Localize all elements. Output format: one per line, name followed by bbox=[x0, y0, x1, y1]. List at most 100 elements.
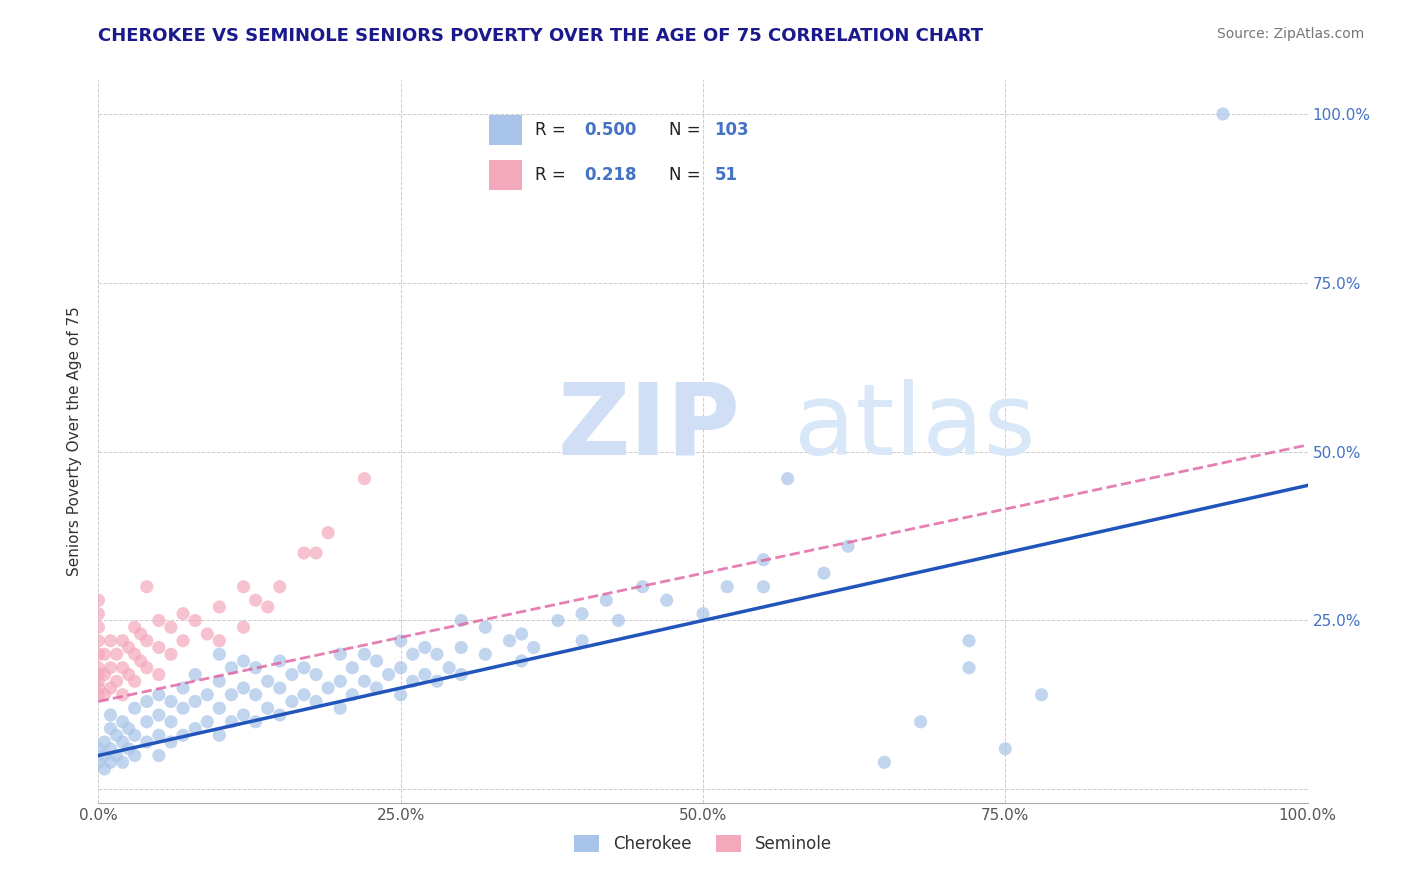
Point bbox=[172, 701, 194, 715]
Point bbox=[118, 741, 141, 756]
Point bbox=[100, 681, 122, 695]
Point bbox=[129, 627, 152, 641]
Point bbox=[87, 674, 110, 689]
Point bbox=[100, 756, 122, 770]
Point bbox=[873, 756, 896, 770]
Point bbox=[105, 674, 128, 689]
Point bbox=[353, 674, 375, 689]
Point bbox=[135, 735, 157, 749]
Point bbox=[124, 701, 146, 715]
Point bbox=[148, 640, 170, 655]
Point bbox=[135, 714, 157, 729]
Point bbox=[245, 714, 267, 729]
Point bbox=[510, 627, 533, 641]
Point bbox=[281, 667, 304, 681]
Point bbox=[93, 748, 115, 763]
Legend: Cherokee, Seminole: Cherokee, Seminole bbox=[568, 828, 838, 860]
Point bbox=[413, 640, 436, 655]
Point bbox=[208, 647, 231, 661]
Point bbox=[87, 688, 110, 702]
Point bbox=[426, 674, 449, 689]
Point bbox=[148, 614, 170, 628]
Point bbox=[93, 647, 115, 661]
Point bbox=[93, 688, 115, 702]
Point bbox=[172, 607, 194, 621]
Point bbox=[118, 640, 141, 655]
Point bbox=[329, 701, 352, 715]
Point bbox=[256, 599, 278, 614]
Y-axis label: Seniors Poverty Over the Age of 75: Seniors Poverty Over the Age of 75 bbox=[67, 307, 83, 576]
Point bbox=[184, 667, 207, 681]
Point bbox=[172, 633, 194, 648]
Point bbox=[148, 708, 170, 723]
Point bbox=[129, 654, 152, 668]
Point bbox=[329, 647, 352, 661]
Point bbox=[232, 580, 254, 594]
Point bbox=[281, 694, 304, 708]
Point bbox=[148, 667, 170, 681]
Point bbox=[474, 620, 496, 634]
Point bbox=[208, 701, 231, 715]
Point bbox=[402, 647, 425, 661]
Point bbox=[607, 614, 630, 628]
Point bbox=[269, 681, 291, 695]
Point bbox=[316, 681, 339, 695]
Point bbox=[342, 688, 364, 702]
Point bbox=[172, 728, 194, 742]
Point bbox=[221, 714, 243, 729]
Point bbox=[232, 708, 254, 723]
Point bbox=[118, 667, 141, 681]
Point bbox=[292, 661, 315, 675]
Point bbox=[111, 735, 134, 749]
Point bbox=[221, 688, 243, 702]
Point bbox=[172, 681, 194, 695]
Point bbox=[160, 694, 183, 708]
Point bbox=[87, 681, 110, 695]
Point bbox=[837, 539, 859, 553]
Point bbox=[195, 627, 218, 641]
Point bbox=[389, 661, 412, 675]
Point bbox=[269, 580, 291, 594]
Point bbox=[148, 728, 170, 742]
Point bbox=[232, 654, 254, 668]
Point bbox=[571, 607, 593, 621]
Point bbox=[111, 688, 134, 702]
Point bbox=[100, 661, 122, 675]
Point bbox=[195, 688, 218, 702]
Point bbox=[957, 633, 980, 648]
Point bbox=[910, 714, 932, 729]
Point bbox=[208, 728, 231, 742]
Point bbox=[135, 633, 157, 648]
Point bbox=[245, 661, 267, 675]
Point bbox=[523, 640, 546, 655]
Point bbox=[595, 593, 617, 607]
Point bbox=[111, 633, 134, 648]
Point bbox=[87, 593, 110, 607]
Point bbox=[111, 756, 134, 770]
Point bbox=[184, 694, 207, 708]
Point bbox=[160, 620, 183, 634]
Point bbox=[135, 580, 157, 594]
Point bbox=[269, 654, 291, 668]
Point bbox=[93, 762, 115, 776]
Point bbox=[437, 661, 460, 675]
Point bbox=[124, 748, 146, 763]
Point bbox=[498, 633, 520, 648]
Point bbox=[124, 674, 146, 689]
Point bbox=[292, 688, 315, 702]
Point bbox=[655, 593, 678, 607]
Point bbox=[353, 647, 375, 661]
Point bbox=[208, 633, 231, 648]
Point bbox=[105, 748, 128, 763]
Point bbox=[450, 614, 472, 628]
Point bbox=[111, 661, 134, 675]
Point bbox=[208, 599, 231, 614]
Text: atlas: atlas bbox=[793, 378, 1035, 475]
Point bbox=[342, 661, 364, 675]
Point bbox=[994, 741, 1017, 756]
Point bbox=[692, 607, 714, 621]
Point bbox=[256, 674, 278, 689]
Point bbox=[305, 667, 328, 681]
Point bbox=[160, 647, 183, 661]
Text: CHEROKEE VS SEMINOLE SENIORS POVERTY OVER THE AGE OF 75 CORRELATION CHART: CHEROKEE VS SEMINOLE SENIORS POVERTY OVE… bbox=[98, 27, 984, 45]
